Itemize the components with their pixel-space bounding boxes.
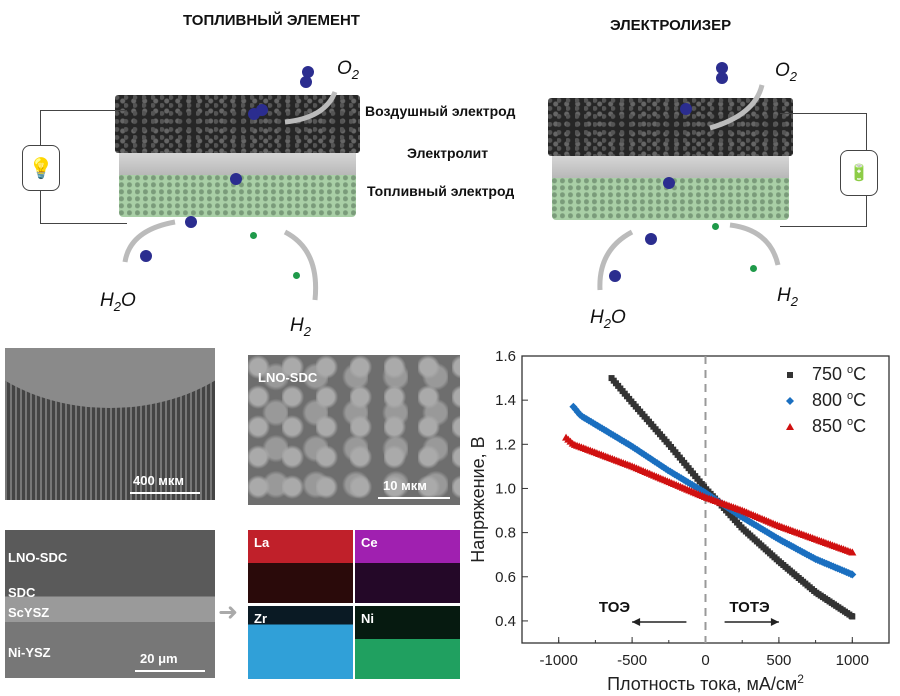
x-tick-label: 1000 <box>836 652 869 669</box>
electrolyte-layer <box>119 153 356 175</box>
o2-label: O2 <box>775 60 798 84</box>
oxygen-atom <box>609 270 621 282</box>
oxygen-atom <box>663 177 675 189</box>
legend-marker <box>786 397 794 405</box>
h2o-inflow-arrow <box>597 229 634 291</box>
data-point-diamond <box>571 405 580 414</box>
eds-map-la: La <box>248 530 353 603</box>
lno-sdc-sem-image: LNO-SDC 10 мкм <box>248 355 460 505</box>
o2-outflow-arrow <box>709 84 765 131</box>
electrolyzer-title: ЭЛЕКТРОЛИЗЕР <box>610 17 732 34</box>
scale-bar <box>378 497 450 499</box>
h2-inflow-arrow <box>283 229 319 301</box>
oxygen-atom <box>185 216 197 228</box>
scale-label: 20 μm <box>140 651 178 666</box>
y-tick-label: 0.8 <box>495 525 516 542</box>
eds-map-ce: Ce <box>355 530 460 603</box>
lightbulb-icon: 💡 <box>22 145 60 191</box>
legend-label: 750 oC <box>812 364 866 384</box>
polarization-chart: -1000 -500 0 500 1000 0.4 0.6 0.8 1.0 1.2 1.4 1.6 Пл… <box>468 348 890 694</box>
annotation-sofc-electrolysis: ТОЭ <box>599 599 630 616</box>
y-tick-label: 1.2 <box>495 436 516 453</box>
oxygen-atom <box>300 76 312 88</box>
lno-sdc-label: LNO-SDC <box>258 370 318 385</box>
h2-label: H2 <box>777 285 798 309</box>
air-electrode-layer <box>115 95 360 153</box>
scale-bar <box>135 670 205 672</box>
o2-inflow-arrow <box>284 90 338 125</box>
h2-label: H2 <box>290 315 311 339</box>
h2o-outflow-arrow <box>122 219 176 263</box>
x-tick-label: 500 <box>766 652 791 669</box>
h2o-label: H2O <box>100 290 136 314</box>
oxygen-atom <box>302 66 314 78</box>
y-tick-label: 0.4 <box>495 613 516 630</box>
cross-section-sem-image: LNO-SDC SDC ScYSZ Ni-YSZ 20 μm <box>5 530 215 678</box>
electrolyte-label: Электролит <box>407 145 489 161</box>
legend-label: 800 oC <box>812 390 866 410</box>
y-tick-label: 1.0 <box>495 480 516 497</box>
layer-label: SDC <box>8 585 36 600</box>
flow-arrows <box>122 84 781 301</box>
legend-marker <box>787 372 793 378</box>
layer-label: LNO-SDC <box>8 550 68 565</box>
oxygen-atom <box>140 250 152 262</box>
scale-label: 400 мкм <box>133 473 185 488</box>
x-tick-label: 0 <box>701 652 709 669</box>
hydrogen-atom <box>712 223 719 230</box>
fuel-cell-stack <box>115 95 360 225</box>
hydrogen-atom <box>250 232 257 239</box>
oxygen-atom <box>716 62 728 74</box>
data-point-square <box>849 613 856 620</box>
oxygen-atom <box>645 233 657 245</box>
y-tick-label: 0.6 <box>495 569 516 586</box>
fuel-electrode-layer <box>119 175 356 217</box>
air-electrode-layer <box>548 98 793 156</box>
arrow-left-head <box>632 618 641 626</box>
y-tick-label: 1.4 <box>495 392 516 409</box>
oxygen-atom <box>230 173 242 185</box>
fuel-electrode-label: Топливный электрод <box>367 183 515 199</box>
scale-bar <box>130 492 200 494</box>
h2-outflow-arrow <box>729 222 781 266</box>
legend-marker <box>786 423 794 430</box>
x-tick-label: -1000 <box>540 652 578 669</box>
fuel-cell-title: ТОПЛИВНЫЙ ЭЛЕМЕНТ <box>183 12 360 29</box>
arrow-to-eds-icon: ➜ <box>218 599 239 626</box>
hydrogen-atom <box>293 272 300 279</box>
h2o-label: H2O <box>590 307 626 331</box>
layer-label: Ni-YSZ <box>8 645 51 660</box>
oxygen-atom <box>256 104 268 116</box>
eds-map-ni: Ni <box>355 606 460 679</box>
annotation-sofc: ТОТЭ <box>729 599 770 616</box>
o2-label: O2 <box>337 58 360 82</box>
oxygen-atom <box>680 103 692 115</box>
electrolyte-layer <box>552 156 789 178</box>
y-tick-label: 1.6 <box>495 348 516 365</box>
legend-label: 850 oC <box>812 416 866 436</box>
x-tick-label: -500 <box>617 652 647 669</box>
scale-label: 10 мкм <box>383 478 427 493</box>
layer-label: ScYSZ <box>8 605 50 620</box>
arrow-right-head <box>770 618 779 626</box>
data-point-diamond <box>848 570 857 579</box>
air-electrode-label: Воздушный электрод <box>365 103 516 119</box>
oxygen-atom <box>716 72 728 84</box>
data-point-triangle <box>848 548 857 556</box>
battery-charging-icon: 🔋 <box>840 150 878 196</box>
x-axis-label-superscript: 2 <box>797 672 804 686</box>
y-axis-label: Напряжение, В <box>468 436 488 562</box>
tube-sem-image: 400 мкм <box>5 348 215 500</box>
eds-map-zr: Zr <box>248 606 353 679</box>
x-axis-label: Плотность тока, мА/см2 <box>607 672 804 694</box>
hydrogen-atom <box>750 265 757 272</box>
